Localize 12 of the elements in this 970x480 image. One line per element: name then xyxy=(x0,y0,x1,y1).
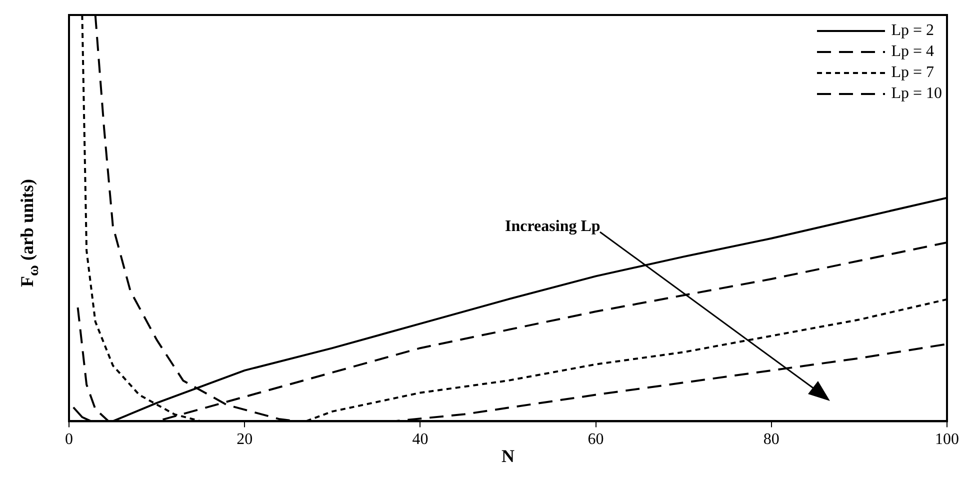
x-tick-label: 20 xyxy=(236,431,253,448)
annotation: Increasing Lp xyxy=(505,218,600,236)
x-tick-label: 100 xyxy=(935,431,959,448)
x-tick-label: 40 xyxy=(412,431,428,448)
x-tick-label: 80 xyxy=(763,431,780,448)
x-tick-label: 0 xyxy=(65,431,73,448)
x-tick-label: 60 xyxy=(588,431,604,448)
legend-label: Lp = 10 xyxy=(891,84,942,104)
legend-label: Lp = 2 xyxy=(891,21,934,41)
legend-label: Lp = 4 xyxy=(891,42,934,62)
x-axis-title: N xyxy=(502,446,514,466)
legend-label: Lp = 7 xyxy=(891,63,934,83)
